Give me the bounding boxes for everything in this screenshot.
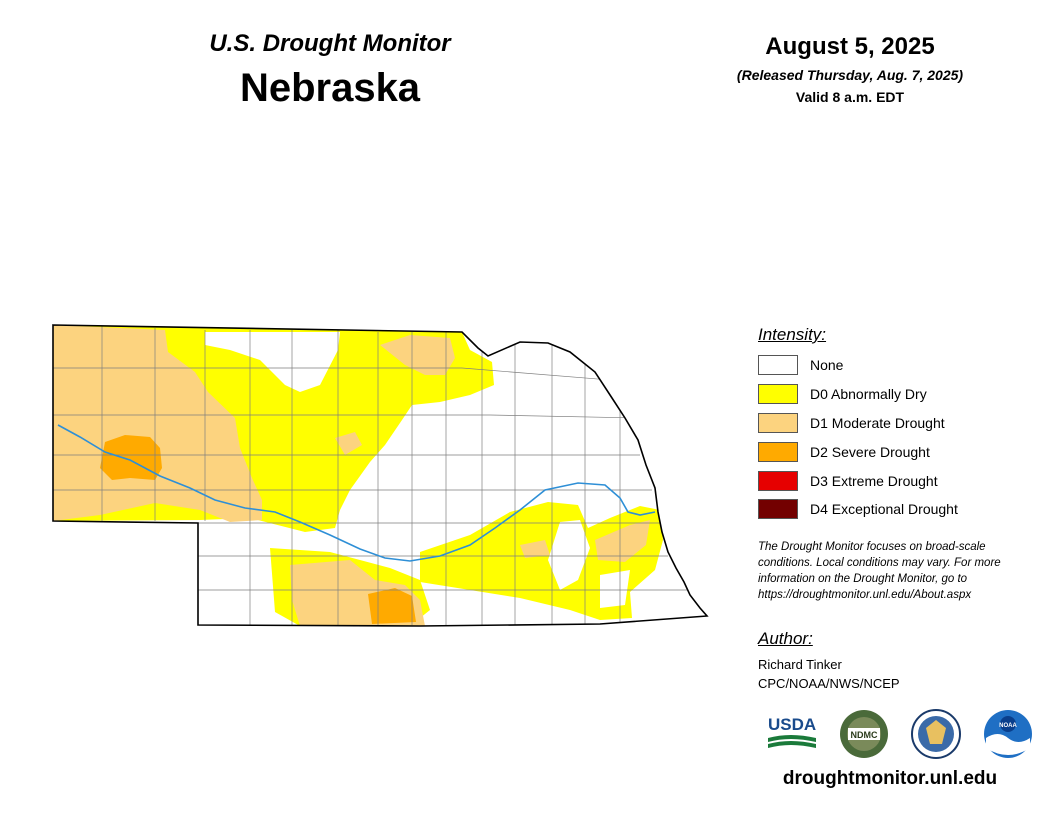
platte-river — [57, 424, 656, 562]
no-drought-pockets — [205, 332, 630, 608]
disclaimer-note: The Drought Monitor focuses on broad-sca… — [758, 541, 1001, 601]
legend-label: D3 Extreme Drought — [810, 473, 938, 489]
release-date: (Released Thursday, Aug. 7, 2025) — [736, 67, 964, 83]
author-name: Richard Tinker — [758, 657, 842, 672]
doc-seal-logo — [911, 709, 961, 759]
ndmc-logo: NDMC — [840, 710, 888, 758]
author-organization: CPC/NOAA/NWS/NCEP — [758, 676, 900, 691]
nebraska-drought-map — [52, 324, 709, 627]
valid-time: Valid 8 a.m. EDT — [795, 89, 905, 105]
d2-severe-drought-area — [100, 435, 416, 624]
ndmc-text: NDMC — [851, 730, 878, 740]
author-heading: Author: — [758, 629, 813, 648]
legend-item-d0: D0 Abnormally Dry — [758, 383, 927, 405]
noaa-text: NOAA — [999, 723, 1017, 729]
legend-label: None — [810, 357, 844, 373]
partner-logos: USDA NDMC NOAA — [768, 709, 1032, 759]
state-title: Nebraska — [239, 66, 421, 110]
website-link[interactable]: droughtmonitor.unl.edu — [782, 768, 998, 789]
legend-title: Intensity: — [758, 325, 827, 344]
legend-label: D4 Exceptional Drought — [810, 501, 958, 517]
legend-swatch — [758, 355, 798, 375]
noaa-logo: NOAA — [984, 710, 1032, 758]
map-date: August 5, 2025 — [765, 33, 935, 60]
legend-swatch — [758, 499, 798, 519]
legend-swatch — [758, 384, 798, 404]
county-lines — [53, 325, 690, 625]
legend-label: D0 Abnormally Dry — [810, 386, 927, 402]
legend-swatch — [758, 413, 798, 433]
product-title: U.S. Drought Monitor — [209, 30, 451, 57]
legend-item-d3: D3 Extreme Drought — [758, 470, 938, 492]
usda-logo: USDA — [768, 715, 816, 748]
legend-item-d2: D2 Severe Drought — [758, 441, 930, 463]
usda-text: USDA — [768, 715, 816, 734]
state-border — [52, 324, 709, 627]
legend-label: D2 Severe Drought — [810, 444, 930, 460]
legend-item-d1: D1 Moderate Drought — [758, 412, 945, 434]
legend-item-none: None — [758, 354, 843, 376]
legend-item-d4: D4 Exceptional Drought — [758, 498, 958, 520]
legend-label: D1 Moderate Drought — [810, 415, 945, 431]
legend-swatch — [758, 471, 798, 491]
legend-swatch — [758, 442, 798, 462]
